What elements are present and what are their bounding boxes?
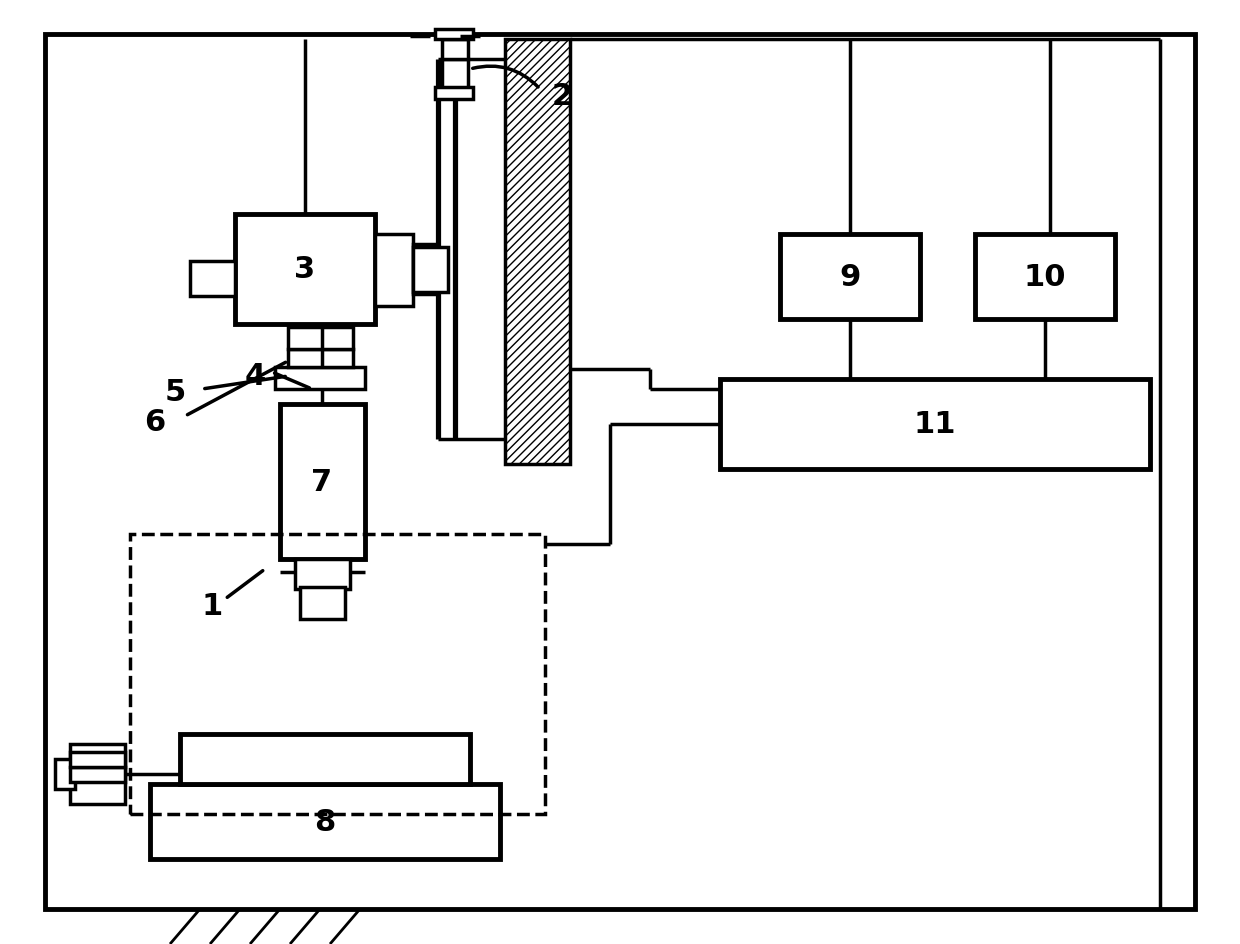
Text: 5: 5 (165, 379, 186, 407)
Bar (55, 759, 74, 789)
Bar (435, 30, 472, 40)
Bar (280, 405, 365, 560)
Text: 2: 2 (552, 82, 573, 111)
Text: 7: 7 (311, 468, 332, 497)
Text: 11: 11 (914, 410, 956, 439)
Bar (69, 744, 125, 804)
Text: 8: 8 (315, 808, 336, 836)
Bar (295, 560, 350, 589)
Bar (975, 235, 1115, 320)
Bar (780, 235, 920, 320)
Bar (505, 40, 570, 464)
Text: 10: 10 (1024, 263, 1066, 293)
Text: 4: 4 (244, 362, 265, 391)
Text: 9: 9 (839, 263, 861, 293)
Bar (180, 734, 470, 784)
Text: 3: 3 (294, 255, 315, 284)
Bar (288, 328, 353, 349)
Bar (413, 244, 438, 295)
Bar (435, 88, 472, 100)
Bar (300, 587, 345, 619)
Bar (150, 784, 500, 859)
Bar (236, 215, 374, 325)
Bar (69, 767, 125, 783)
Bar (190, 261, 236, 296)
Bar (130, 534, 546, 814)
Bar (720, 379, 1149, 469)
Bar (288, 349, 353, 367)
Text: 6: 6 (144, 408, 166, 437)
Bar (441, 59, 467, 90)
Bar (69, 752, 125, 767)
Bar (413, 247, 448, 293)
Bar (374, 235, 413, 307)
Bar (441, 40, 467, 59)
Text: 1: 1 (201, 592, 223, 621)
Bar (275, 367, 365, 390)
